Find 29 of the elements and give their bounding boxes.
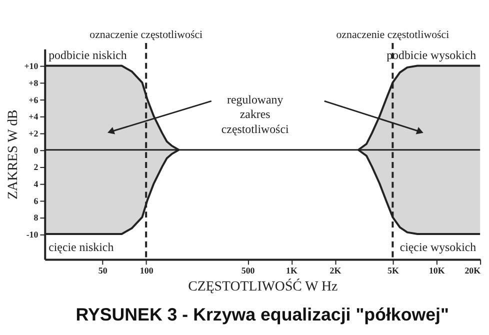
x-tick-label: 10K <box>428 266 445 276</box>
x-tick-label: 20K <box>464 266 481 276</box>
ref-line-label: oznaczenie częstotliwości <box>90 29 203 42</box>
y-tick-label: 0 <box>34 145 39 156</box>
y-tick-label: +2 <box>28 128 39 139</box>
x-tick-label: 100 <box>140 266 154 276</box>
y-tick-label: -10 <box>26 229 39 240</box>
x-tick-label: 500 <box>241 266 256 276</box>
series-label: podbicie wysokich <box>386 48 476 62</box>
x-tick-label: 1K <box>286 266 298 276</box>
y-axis-title: ZAKRES W dB <box>6 110 22 200</box>
series-label: cięcie wysokich <box>400 240 476 254</box>
x-tick-label: 50 <box>98 266 108 276</box>
y-tick-label: +4 <box>28 112 39 122</box>
y-tick-label: 2 <box>34 162 39 172</box>
series-label: podbicie niskich <box>48 48 127 62</box>
y-tick-label: +6 <box>28 94 39 105</box>
y-tick-label: 4 <box>34 178 39 189</box>
y-tick-label: 8 <box>34 212 39 223</box>
series-label: cięcie niskich <box>48 240 114 254</box>
y-tick-label: +10 <box>24 61 39 72</box>
ref-line-label: oznaczenie częstotliwości <box>336 29 450 42</box>
x-axis-title: CZĘSTOTLIWOŚĆ W Hz <box>188 278 338 294</box>
y-tick-label: 6 <box>34 196 39 206</box>
text: RYSUNEK 3 - Krzywa equalizacji "półkowej" <box>76 304 449 325</box>
y-tick-label: +8 <box>28 78 39 88</box>
annotation: regulowany zakres częstotliwości <box>221 92 290 136</box>
x-tick-label: 2K <box>330 266 342 276</box>
x-tick-label: 5K <box>387 266 399 276</box>
